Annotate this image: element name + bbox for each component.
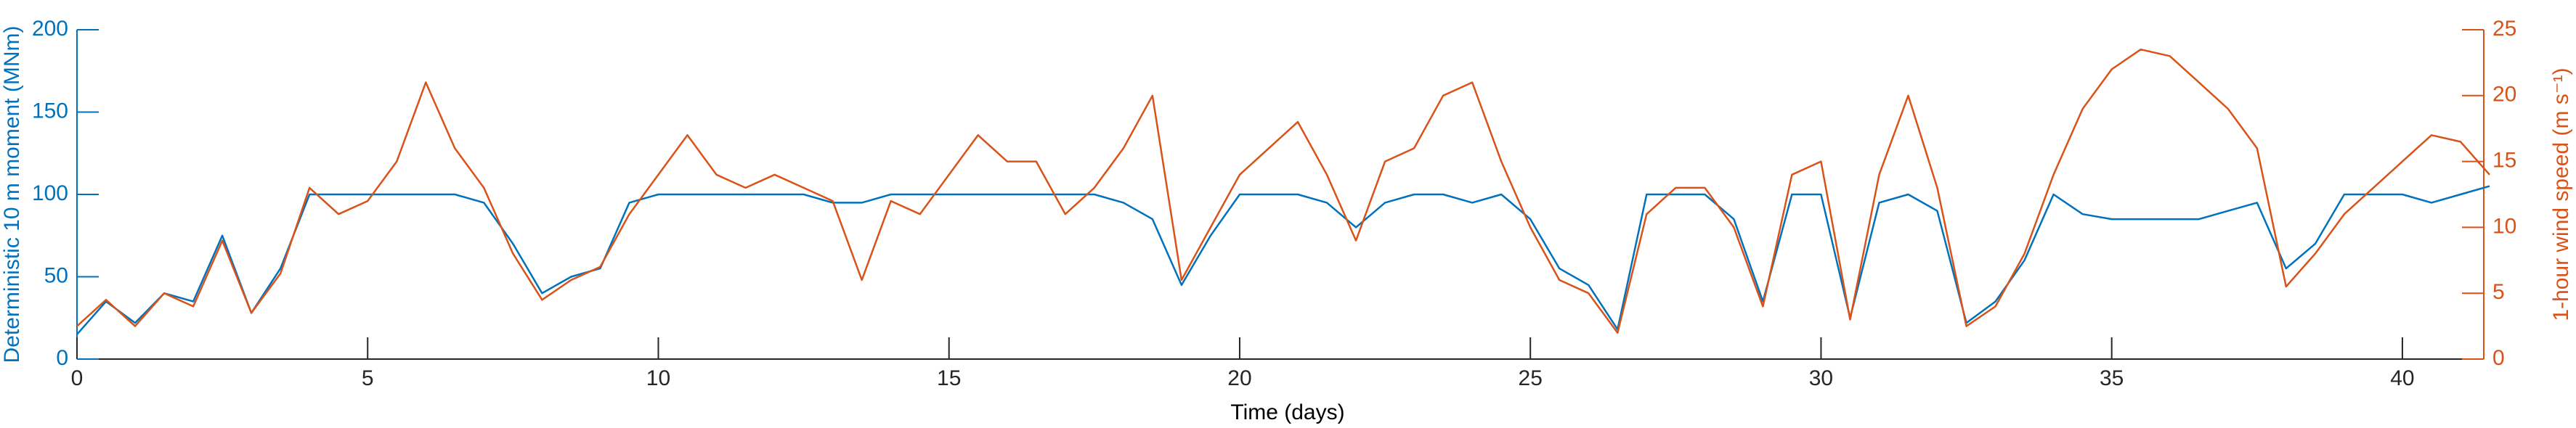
- x-axis-title: Time (days): [1230, 400, 1344, 424]
- x-tick-label: 30: [1809, 366, 1833, 390]
- x-tick-label: 5: [362, 366, 374, 390]
- x-tick-label: 20: [1227, 366, 1251, 390]
- x-tick-label: 10: [646, 366, 670, 390]
- data-line: [76, 185, 2490, 335]
- x-tick-label: 25: [1519, 366, 1543, 390]
- y2-tick-label: 0: [2492, 346, 2505, 370]
- y2-tick-label: 20: [2492, 83, 2516, 107]
- x-tick-label: 40: [2390, 366, 2414, 390]
- x-tick-label: 15: [937, 366, 961, 390]
- y2-tick-label: 15: [2492, 149, 2516, 173]
- x-tick-label: 35: [2100, 366, 2124, 390]
- y-tick-label: 150: [32, 99, 68, 123]
- y2-tick-label: 5: [2492, 280, 2505, 304]
- y-tick-label: 0: [56, 346, 68, 370]
- y2-axis-title: 1-hour wind speed (m s⁻¹): [2549, 67, 2573, 321]
- y2-tick-label: 25: [2492, 17, 2516, 41]
- y-tick-label: 100: [32, 181, 68, 205]
- y2-tick-label: 10: [2492, 214, 2516, 238]
- data-line: [76, 48, 2490, 334]
- y-tick-label: 200: [32, 17, 68, 41]
- x-tick-label: 0: [71, 366, 84, 390]
- y-tick-label: 50: [44, 263, 68, 287]
- y-axis-title: Deterministic 10 m moment (MNm): [0, 25, 24, 363]
